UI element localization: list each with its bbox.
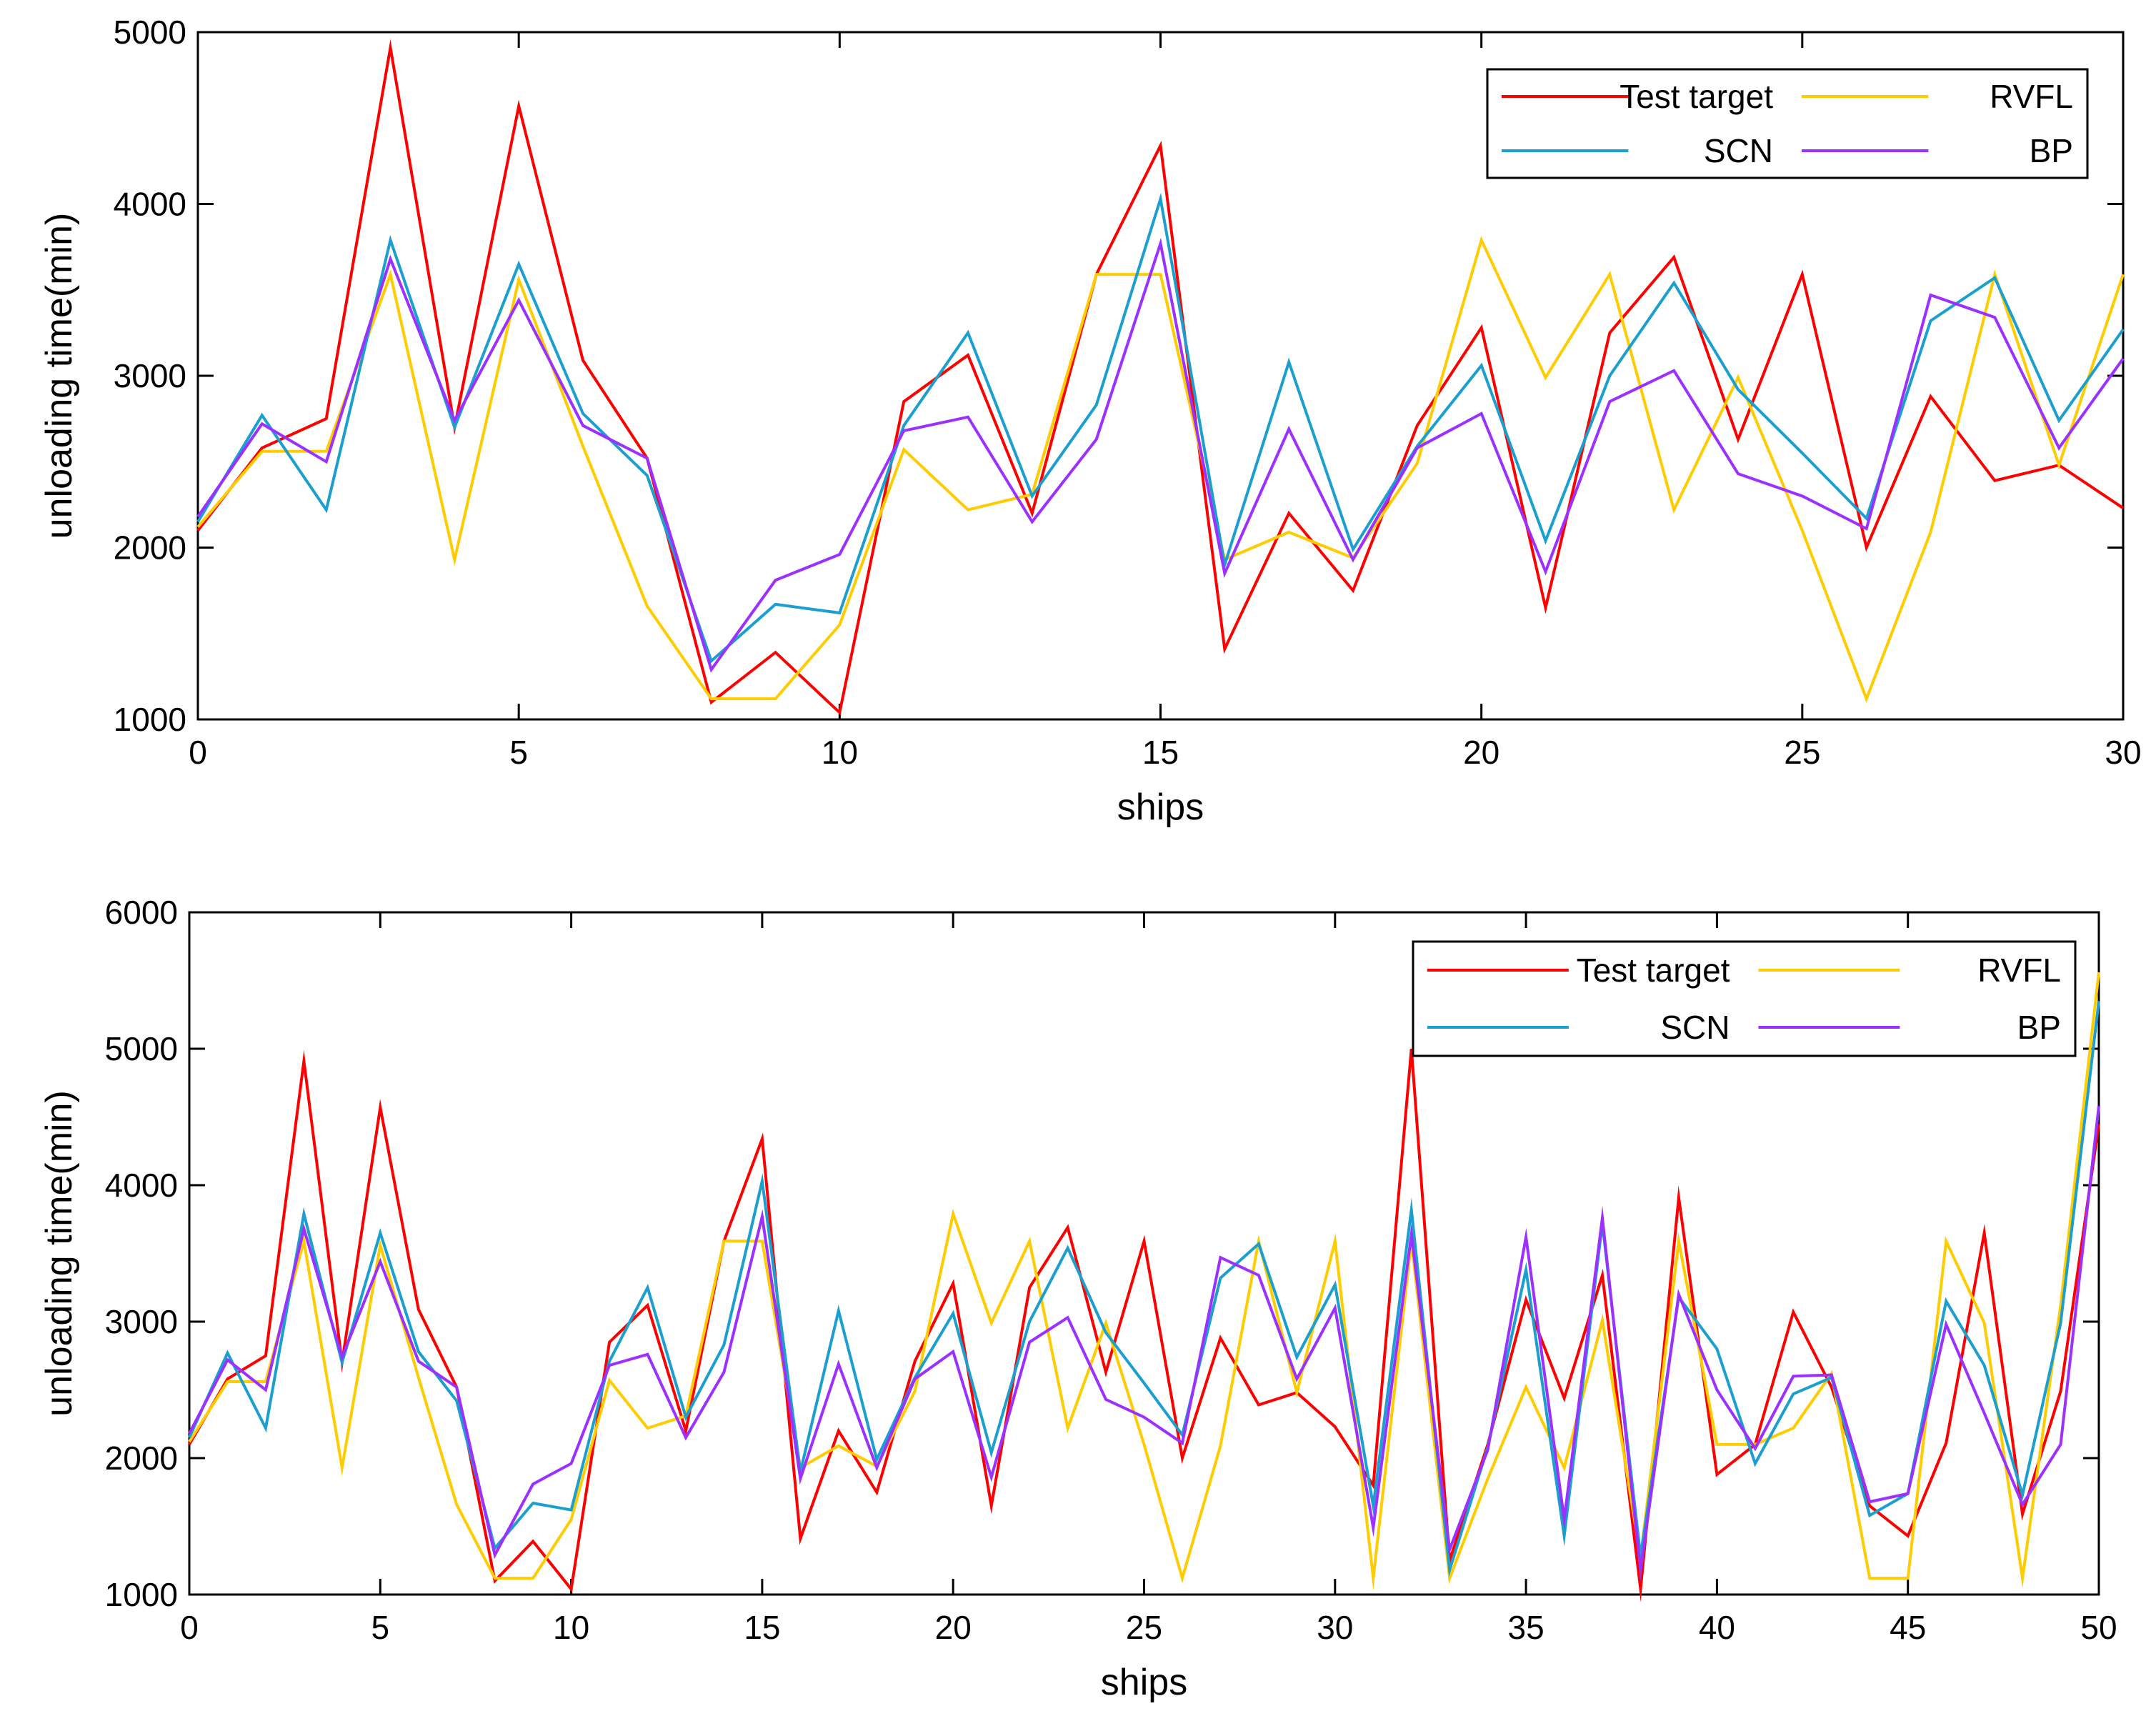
x-tick-label: 25 xyxy=(1126,1609,1162,1646)
series-line-test-target xyxy=(196,39,2125,716)
x-tick-label: 15 xyxy=(1142,734,1179,771)
series-line-bp xyxy=(188,1105,2100,1582)
legend-label: RVFL xyxy=(1990,78,2073,115)
legend-label: SCN xyxy=(1660,1009,1730,1046)
y-tick-label: 3000 xyxy=(114,357,186,394)
y-tick-label: 5000 xyxy=(105,1030,178,1067)
legend-label: SCN xyxy=(1704,132,1773,169)
y-tick-label: 1000 xyxy=(105,1576,178,1613)
legend-label: RVFL xyxy=(1977,952,2061,989)
x-tick-label: 10 xyxy=(822,734,858,771)
y-tick-label: 4000 xyxy=(114,186,186,223)
x-tick-label: 45 xyxy=(1890,1609,1926,1646)
y-tick-label: 4000 xyxy=(105,1167,178,1204)
x-tick-label: 10 xyxy=(553,1609,589,1646)
y-tick-label: 3000 xyxy=(105,1303,178,1340)
x-tick-label: 0 xyxy=(189,734,207,771)
series-line-test-target xyxy=(188,1048,2100,1602)
legend xyxy=(1486,68,2089,179)
x-tick-label: 5 xyxy=(509,734,528,771)
x-tick-label: 30 xyxy=(2105,734,2141,771)
bottom-line-chart: 0 5 10 15 20 25 30 35 40 45 50 1000 2000 3000 4000 5000… xyxy=(39,894,2117,1703)
x-tick-label: 15 xyxy=(744,1609,780,1646)
y-axis-label: unloading time(min) xyxy=(39,213,80,539)
x-tick-label: 5 xyxy=(371,1609,390,1646)
y-axis-label: unloading time(min) xyxy=(39,1090,80,1417)
series-line-bp xyxy=(196,237,2125,673)
x-tick-label: 50 xyxy=(2080,1609,2117,1646)
x-tick-label: 20 xyxy=(935,1609,972,1646)
x-axis-label: ships xyxy=(1101,1662,1187,1703)
series-line-rvfl xyxy=(188,972,2100,1591)
x-axis-label: ships xyxy=(1117,787,1204,828)
legend xyxy=(1412,940,2077,1057)
y-tick-label: 1000 xyxy=(114,701,186,738)
x-tick-label: 40 xyxy=(1699,1609,1735,1646)
y-tick-label: 2000 xyxy=(105,1440,178,1477)
x-tick-label: 25 xyxy=(1784,734,1820,771)
y-tick-label: 5000 xyxy=(114,14,186,51)
top-line-chart: 0 5 10 15 20 25 30 1000 2000 3000 4000 5000 ships unl… xyxy=(39,14,2142,828)
legend-label: Test target xyxy=(1577,952,1730,989)
series-line-rvfl xyxy=(196,236,2125,703)
x-tick-label: 30 xyxy=(1317,1609,1353,1646)
x-tick-label: 0 xyxy=(180,1609,199,1646)
x-tick-label: 35 xyxy=(1508,1609,1544,1646)
series-line-scn xyxy=(196,192,2125,664)
y-tick-label: 6000 xyxy=(105,894,178,931)
x-tick-label: 20 xyxy=(1463,734,1499,771)
legend-label: BP xyxy=(2030,132,2073,169)
y-tick-label: 2000 xyxy=(114,529,186,567)
legend-label: BP xyxy=(2017,1009,2061,1046)
legend-label: Test target xyxy=(1620,78,1773,115)
